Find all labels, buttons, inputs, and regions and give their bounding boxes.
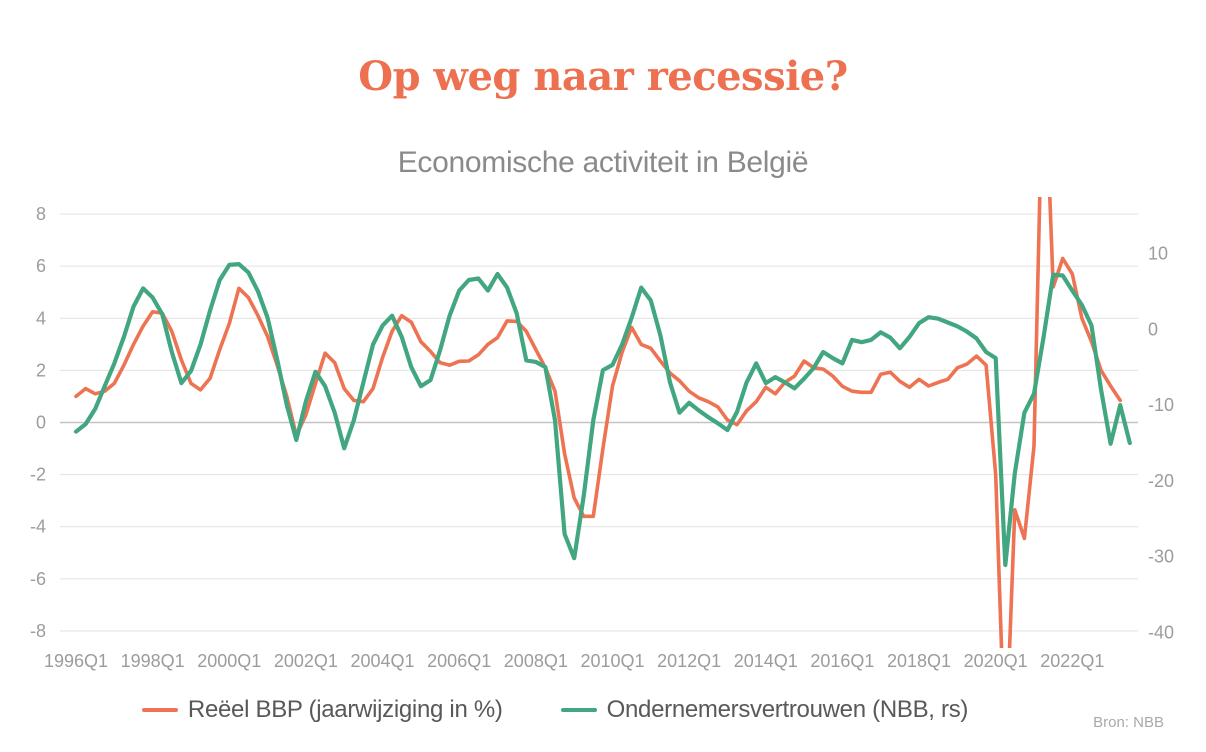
series-lines	[73, 197, 1132, 648]
legend-label-confidence: Ondernemersvertrouwen (NBB, rs)	[606, 696, 969, 723]
svg-text:2008Q1: 2008Q1	[504, 651, 568, 671]
svg-text:-6: -6	[30, 569, 46, 589]
svg-text:-40: -40	[1148, 623, 1174, 643]
svg-text:10: 10	[1148, 244, 1168, 264]
svg-text:4: 4	[36, 308, 46, 328]
svg-text:2022Q1: 2022Q1	[1040, 651, 1104, 671]
confidence-line-swatch-icon	[560, 708, 597, 712]
chart-title: Economische activiteit in België	[397, 146, 809, 179]
legend-item-confidence: Ondernemersvertrouwen (NBB, rs)	[560, 696, 969, 724]
svg-text:2020Q1: 2020Q1	[964, 651, 1028, 671]
svg-text:-2: -2	[30, 465, 46, 485]
chart-legend: Reëel BBP (jaarwijziging in %) Onderneme…	[0, 696, 1110, 724]
svg-text:-20: -20	[1148, 471, 1174, 491]
svg-text:-8: -8	[30, 621, 46, 641]
left-axis-ticks: 8 6 4 2 0 -2 -4 -6 -8	[30, 204, 46, 641]
right-axis-ticks: 10 0 -10 -20 -30 -40	[1148, 244, 1174, 643]
bbp-line-swatch-icon	[141, 708, 178, 712]
svg-text:2016Q1: 2016Q1	[810, 651, 874, 671]
svg-text:2004Q1: 2004Q1	[351, 651, 415, 671]
source-note: Bron: NBB	[1093, 714, 1164, 731]
svg-text:8: 8	[36, 204, 46, 224]
series-line-bbp	[74, 197, 1122, 648]
x-axis-ticks: 1996Q1 1998Q1 2000Q1 2002Q1 2004Q1 2006Q1 2008…	[44, 651, 1104, 671]
svg-text:2010Q1: 2010Q1	[580, 651, 644, 671]
page-title: Op weg naar recessie?	[358, 52, 848, 100]
svg-text:2018Q1: 2018Q1	[887, 651, 951, 671]
svg-text:2000Q1: 2000Q1	[197, 651, 261, 671]
svg-text:1998Q1: 1998Q1	[121, 651, 185, 671]
svg-text:2012Q1: 2012Q1	[657, 651, 721, 671]
svg-text:2002Q1: 2002Q1	[274, 651, 338, 671]
series-line-confidence	[73, 262, 1132, 568]
svg-text:2014Q1: 2014Q1	[734, 651, 798, 671]
svg-text:-10: -10	[1148, 395, 1174, 415]
svg-text:-30: -30	[1148, 547, 1174, 567]
svg-text:-4: -4	[30, 517, 46, 537]
legend-item-bbp: Reëel BBP (jaarwijziging in %)	[141, 696, 503, 724]
svg-text:6: 6	[36, 256, 46, 276]
gridlines	[60, 213, 1138, 632]
svg-text:2: 2	[36, 360, 46, 380]
svg-text:0: 0	[1148, 319, 1158, 339]
svg-text:2006Q1: 2006Q1	[427, 651, 491, 671]
legend-label-bbp: Reëel BBP (jaarwijziging in %)	[187, 696, 503, 723]
svg-text:0: 0	[36, 413, 46, 433]
svg-text:1996Q1: 1996Q1	[44, 651, 108, 671]
